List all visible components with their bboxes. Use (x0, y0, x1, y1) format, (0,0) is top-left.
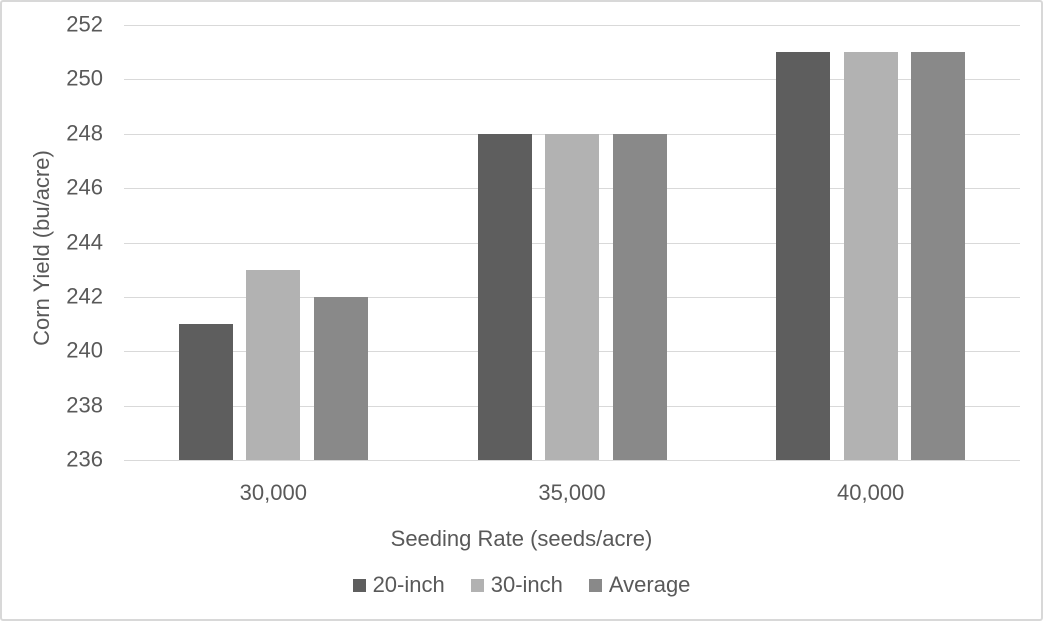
y-tick-label-242: 242 (66, 283, 103, 309)
bar-30-inch-40,000 (843, 52, 898, 460)
x-axis-ticks: 30,000 35,000 40,000 (2, 480, 1041, 506)
bar-Average-30,000 (313, 296, 368, 460)
legend-label: Average (608, 572, 691, 597)
legend-swatch-icon (352, 578, 366, 592)
x-tick-label-35,000: 35,000 (538, 480, 606, 505)
bar-30-inch-35,000 (545, 133, 599, 460)
bar-Average-40,000 (911, 52, 966, 460)
plot-area (124, 25, 1020, 461)
x-tick-label-40,000: 40,000 (837, 480, 905, 505)
legend-item-30-inch: 30-inch (470, 572, 563, 598)
legend-item-Average: Average (588, 572, 691, 598)
legend-item-20-inch: 20-inch (352, 572, 445, 598)
bar-20-inch-35,000 (477, 133, 532, 460)
gridline-236 (124, 460, 1020, 461)
y-tick-label-248: 248 (66, 120, 103, 146)
x-tick-label-30,000: 30,000 (239, 480, 307, 505)
legend: 20-inch 30-inch Average (2, 572, 1041, 598)
y-tick-label-250: 250 (66, 65, 103, 91)
bar-20-inch-30,000 (178, 324, 233, 460)
bar-Average-35,000 (612, 133, 667, 460)
y-tick-label-244: 244 (66, 228, 103, 254)
legend-label: 30-inch (490, 572, 563, 597)
y-tick-label-238: 238 (66, 392, 103, 418)
gridline-250 (124, 79, 1020, 81)
y-tick-label-236: 236 (66, 446, 103, 472)
bar-20-inch-40,000 (776, 52, 831, 460)
y-axis-ticks: 236 238 240 242 244 246 248 250 252 (2, 2, 103, 619)
x-axis-title: Seeding Rate (seeds/acre) (390, 526, 653, 551)
gridline-252 (124, 25, 1020, 26)
bar-30-inch-30,000 (246, 269, 301, 460)
y-tick-label-240: 240 (66, 337, 103, 363)
y-tick-label-246: 246 (66, 174, 103, 200)
legend-label: 20-inch (372, 572, 445, 597)
legend-swatch-icon (588, 578, 602, 592)
legend-swatch-icon (470, 578, 484, 592)
y-tick-label-252: 252 (66, 11, 103, 37)
